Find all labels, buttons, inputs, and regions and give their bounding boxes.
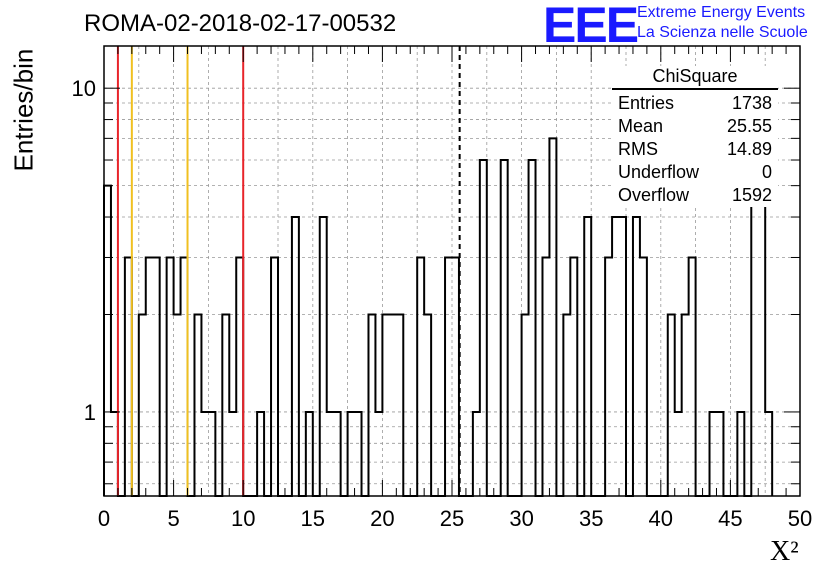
histogram-bin [368,314,375,496]
histogram-bin [619,217,626,496]
histogram-bin [480,160,487,496]
x-tick-label: 35 [579,506,603,531]
x-tick-label: 30 [509,506,533,531]
x-tick-label: 50 [788,506,812,531]
histogram-bin [522,314,529,496]
x-tick-label: 25 [440,506,464,531]
stats-box-title: ChiSquare [612,66,778,90]
x-tick-label: 0 [98,506,110,531]
histogram-bin [292,217,299,496]
stats-label: Underflow [618,162,700,182]
histogram-bin [125,257,132,496]
histogram-bin [501,160,508,496]
stats-row-underflow: Underflow 0 [612,161,778,184]
histogram-bin [396,314,403,496]
histogram-bin [563,314,570,496]
histogram-bin [570,257,577,496]
histogram-bin [139,314,146,496]
histogram-bin [668,314,675,496]
stats-value: 1592 [731,185,772,205]
stats-label: Mean [618,116,664,136]
histogram-bin [751,160,758,496]
histogram-bin [445,257,452,496]
stats-row-overflow: Overflow 1592 [612,184,778,207]
x-tick-label: 20 [370,506,394,531]
histogram-bin [174,314,181,496]
logo-line-1: Extreme Energy Events [637,4,806,21]
histogram-bin [605,257,612,496]
stats-row-mean: Mean 25.55 [612,115,778,138]
stats-label: RMS [618,139,658,159]
histogram-bin [236,257,243,496]
histogram-bin [382,314,389,496]
chart-title: ROMA-02-2018-02-17-00532 [84,10,397,37]
histogram-bin [153,257,160,496]
x-tick-label: 10 [231,506,255,531]
histogram-bin [389,314,396,496]
histogram-bin [542,257,549,496]
histogram-bin [104,186,111,496]
x-tick-label: 40 [649,506,673,531]
histogram-bin [320,217,327,496]
histogram-bin [633,217,640,496]
histogram-bin [640,257,647,496]
stats-row-rms: RMS 14.89 [612,138,778,161]
stats-label: Overflow [618,185,690,205]
stats-value: 25.55 [726,116,772,136]
x-tick-label: 5 [167,506,179,531]
stats-label: Entries [618,93,675,113]
histogram-bin [584,217,591,496]
logo-line-2: La Scienza nelle Scuole [637,24,808,41]
histogram-bin [181,257,188,496]
y-axis-label: Entries/bin [8,48,39,172]
stats-row-entries: Entries 1738 [612,92,778,115]
histogram-bin [452,257,459,496]
histogram-bin [146,257,153,496]
histogram-bin [682,314,689,496]
histogram-bin [271,257,278,496]
eee-logo: EEE [543,0,639,53]
histogram-bin [529,160,536,496]
y-tick-label: 10 [72,76,96,101]
histogram-bin [758,186,765,496]
histogram-bin [167,257,174,496]
stats-value: 1738 [731,93,772,113]
histogram-bin [417,257,424,496]
histogram-bin [424,314,431,496]
x-tick-label: 45 [718,506,742,531]
stats-value: 14.89 [726,139,772,159]
stats-value: 0 [761,162,772,182]
histogram-bin [689,257,696,496]
histogram-bin [222,314,229,496]
y-tick-label: 1 [84,400,96,425]
x-axis-label: X² [770,536,799,567]
histogram-bin [549,138,556,496]
x-tick-label: 15 [301,506,325,531]
stats-box: ChiSquare Entries 1738 Mean 25.55 RMS 14… [612,66,778,207]
histogram-bin [194,314,201,496]
histogram-bin [612,217,619,496]
